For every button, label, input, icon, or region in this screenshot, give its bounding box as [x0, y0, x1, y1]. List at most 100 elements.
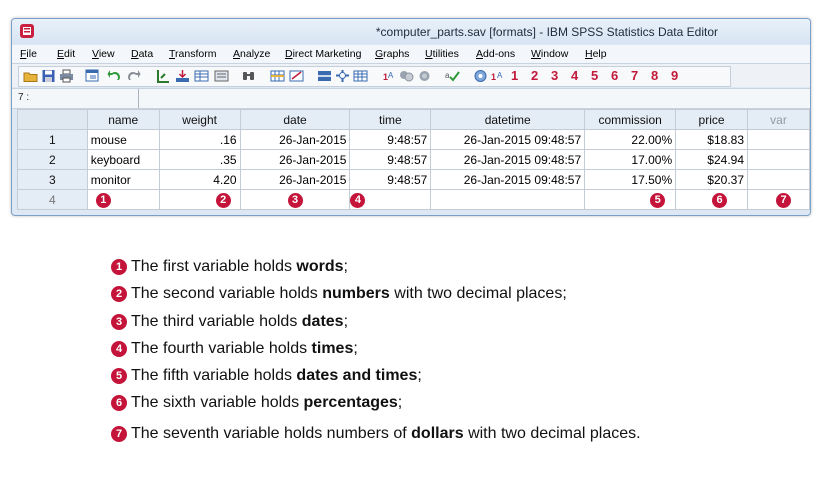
column-header-name[interactable]: name: [86, 109, 160, 130]
marker-badge: 4: [350, 192, 366, 208]
print-icon[interactable]: [59, 69, 74, 83]
toolbar-number-1[interactable]: 1: [511, 68, 519, 83]
cell-date[interactable]: 3: [239, 189, 351, 210]
note-item: 1 The first variable holds words;: [111, 257, 711, 284]
menu-utilities[interactable]: Utilities: [425, 48, 459, 60]
cell-price[interactable]: $24.94: [675, 149, 748, 170]
show-all-variables-icon[interactable]: [417, 69, 432, 83]
column-header-var[interactable]: var: [747, 109, 810, 130]
cell-datetime[interactable]: [430, 189, 586, 210]
column-header-weight[interactable]: weight: [158, 109, 241, 130]
redo-icon[interactable]: [126, 69, 141, 83]
cell-var[interactable]: [747, 129, 810, 150]
cell-price[interactable]: $18.83: [675, 129, 748, 150]
toolbar-number-5[interactable]: 5: [591, 68, 599, 83]
cell-weight[interactable]: 2: [158, 189, 241, 210]
cell-date[interactable]: 26-Jan-2015: [239, 129, 351, 150]
toolbar-number-3[interactable]: 3: [551, 68, 559, 83]
note-text: with two decimal places.: [463, 424, 641, 442]
cell-commission[interactable]: 17.00%: [584, 149, 677, 170]
cell-var[interactable]: [747, 169, 810, 190]
cell-var[interactable]: [747, 149, 810, 170]
menu-edit[interactable]: Edit: [57, 48, 76, 60]
cell-weight[interactable]: .35: [158, 149, 241, 170]
select-cases-icon[interactable]: [353, 69, 368, 83]
toolbar-number-9[interactable]: 9: [671, 68, 679, 83]
toolbar-number-2[interactable]: 2: [531, 68, 539, 83]
menu-file[interactable]: File: [20, 48, 37, 60]
menu-graphs[interactable]: Graphs: [375, 48, 410, 60]
menu-window[interactable]: Window: [531, 48, 569, 60]
split-file-icon[interactable]: [317, 69, 332, 83]
cell-time[interactable]: 4: [349, 189, 432, 210]
menu-view[interactable]: View: [92, 48, 115, 60]
row-header[interactable]: 4: [17, 189, 88, 210]
grid-corner[interactable]: [17, 109, 88, 130]
goto-variable-icon[interactable]: [175, 69, 190, 83]
save-icon[interactable]: [41, 69, 56, 83]
cell-time[interactable]: 9:48:57: [349, 129, 432, 150]
open-folder-icon[interactable]: [23, 69, 38, 83]
menu-direct-marketing[interactable]: Direct Marketing: [285, 48, 362, 60]
weight-cases-icon[interactable]: [335, 69, 350, 83]
variable-notes: 1 The first variable holds words; 2 The se…: [111, 257, 711, 447]
cell-date[interactable]: 26-Jan-2015: [239, 169, 351, 190]
cell-datetime[interactable]: 26-Jan-2015 09:48:57: [430, 129, 586, 150]
find-icon[interactable]: [241, 69, 256, 83]
cell-commission[interactable]: 17.50%: [584, 169, 677, 190]
menu-analyze[interactable]: Analyze: [233, 48, 271, 60]
svg-text:A: A: [497, 71, 503, 80]
note-bold: percentages: [303, 394, 398, 412]
cell-time[interactable]: 9:48:57: [349, 169, 432, 190]
insert-cases-icon[interactable]: [270, 69, 285, 83]
run-descriptives-icon[interactable]: [214, 69, 229, 83]
use-variable-sets-icon[interactable]: [399, 69, 414, 83]
goto-case-icon[interactable]: [156, 69, 171, 83]
cell-date[interactable]: 26-Jan-2015: [239, 149, 351, 170]
cell-weight[interactable]: 4.20: [158, 169, 241, 190]
cell-var[interactable]: 7: [747, 189, 810, 210]
column-header-commission[interactable]: commission: [584, 109, 677, 130]
column-header-datetime[interactable]: datetime: [430, 109, 586, 130]
row-header[interactable]: 2: [17, 149, 88, 170]
cell-name[interactable]: 1: [86, 189, 160, 210]
cell-name[interactable]: mouse: [86, 129, 160, 150]
undo-icon[interactable]: [107, 69, 122, 83]
toolbar-number-4[interactable]: 4: [571, 68, 579, 83]
recall-dialog-icon[interactable]: [85, 69, 100, 83]
toolbar-number-8[interactable]: 8: [651, 68, 659, 83]
cell-price[interactable]: 6: [675, 189, 748, 210]
toolbar-number-6[interactable]: 6: [611, 68, 619, 83]
menu-transform[interactable]: Transform: [169, 48, 217, 60]
note-bold: times: [311, 339, 354, 357]
insert-variable-icon[interactable]: [289, 69, 304, 83]
column-header-price[interactable]: price: [675, 109, 748, 130]
marker-badge: 2: [111, 286, 127, 303]
column-header-date[interactable]: date: [239, 109, 351, 130]
cell-price[interactable]: $20.37: [675, 169, 748, 190]
note-text: The fourth variable holds: [131, 339, 312, 357]
variables-icon[interactable]: [194, 69, 209, 83]
cell-name[interactable]: monitor: [86, 169, 160, 190]
row-header[interactable]: 1: [17, 129, 88, 150]
cell-commission[interactable]: 22.00%: [584, 129, 677, 150]
menu-help[interactable]: Help: [585, 48, 607, 60]
cell-commission[interactable]: 5: [584, 189, 677, 210]
marker-badge: 6: [111, 395, 127, 412]
spell-check-icon[interactable]: a: [445, 69, 460, 83]
menu-data[interactable]: Data: [131, 48, 154, 60]
menu-addons[interactable]: Add-ons: [476, 48, 516, 60]
note-item: 2 The second variable holds numbers with …: [111, 284, 711, 311]
data-grid: name weight date time datetime commissio…: [17, 109, 810, 210]
cell-time[interactable]: 9:48:57: [349, 149, 432, 170]
cell-name[interactable]: keyboard: [86, 149, 160, 170]
cell-datetime[interactable]: 26-Jan-2015 09:48:57: [430, 169, 586, 190]
row-header[interactable]: 3: [17, 169, 88, 190]
toolbar-number-7[interactable]: 7: [631, 68, 639, 83]
custom-dialog-icon[interactable]: [473, 69, 488, 83]
cell-datetime[interactable]: 26-Jan-2015 09:48:57: [430, 149, 586, 170]
cell-weight[interactable]: .16: [158, 129, 241, 150]
column-header-time[interactable]: time: [349, 109, 432, 130]
